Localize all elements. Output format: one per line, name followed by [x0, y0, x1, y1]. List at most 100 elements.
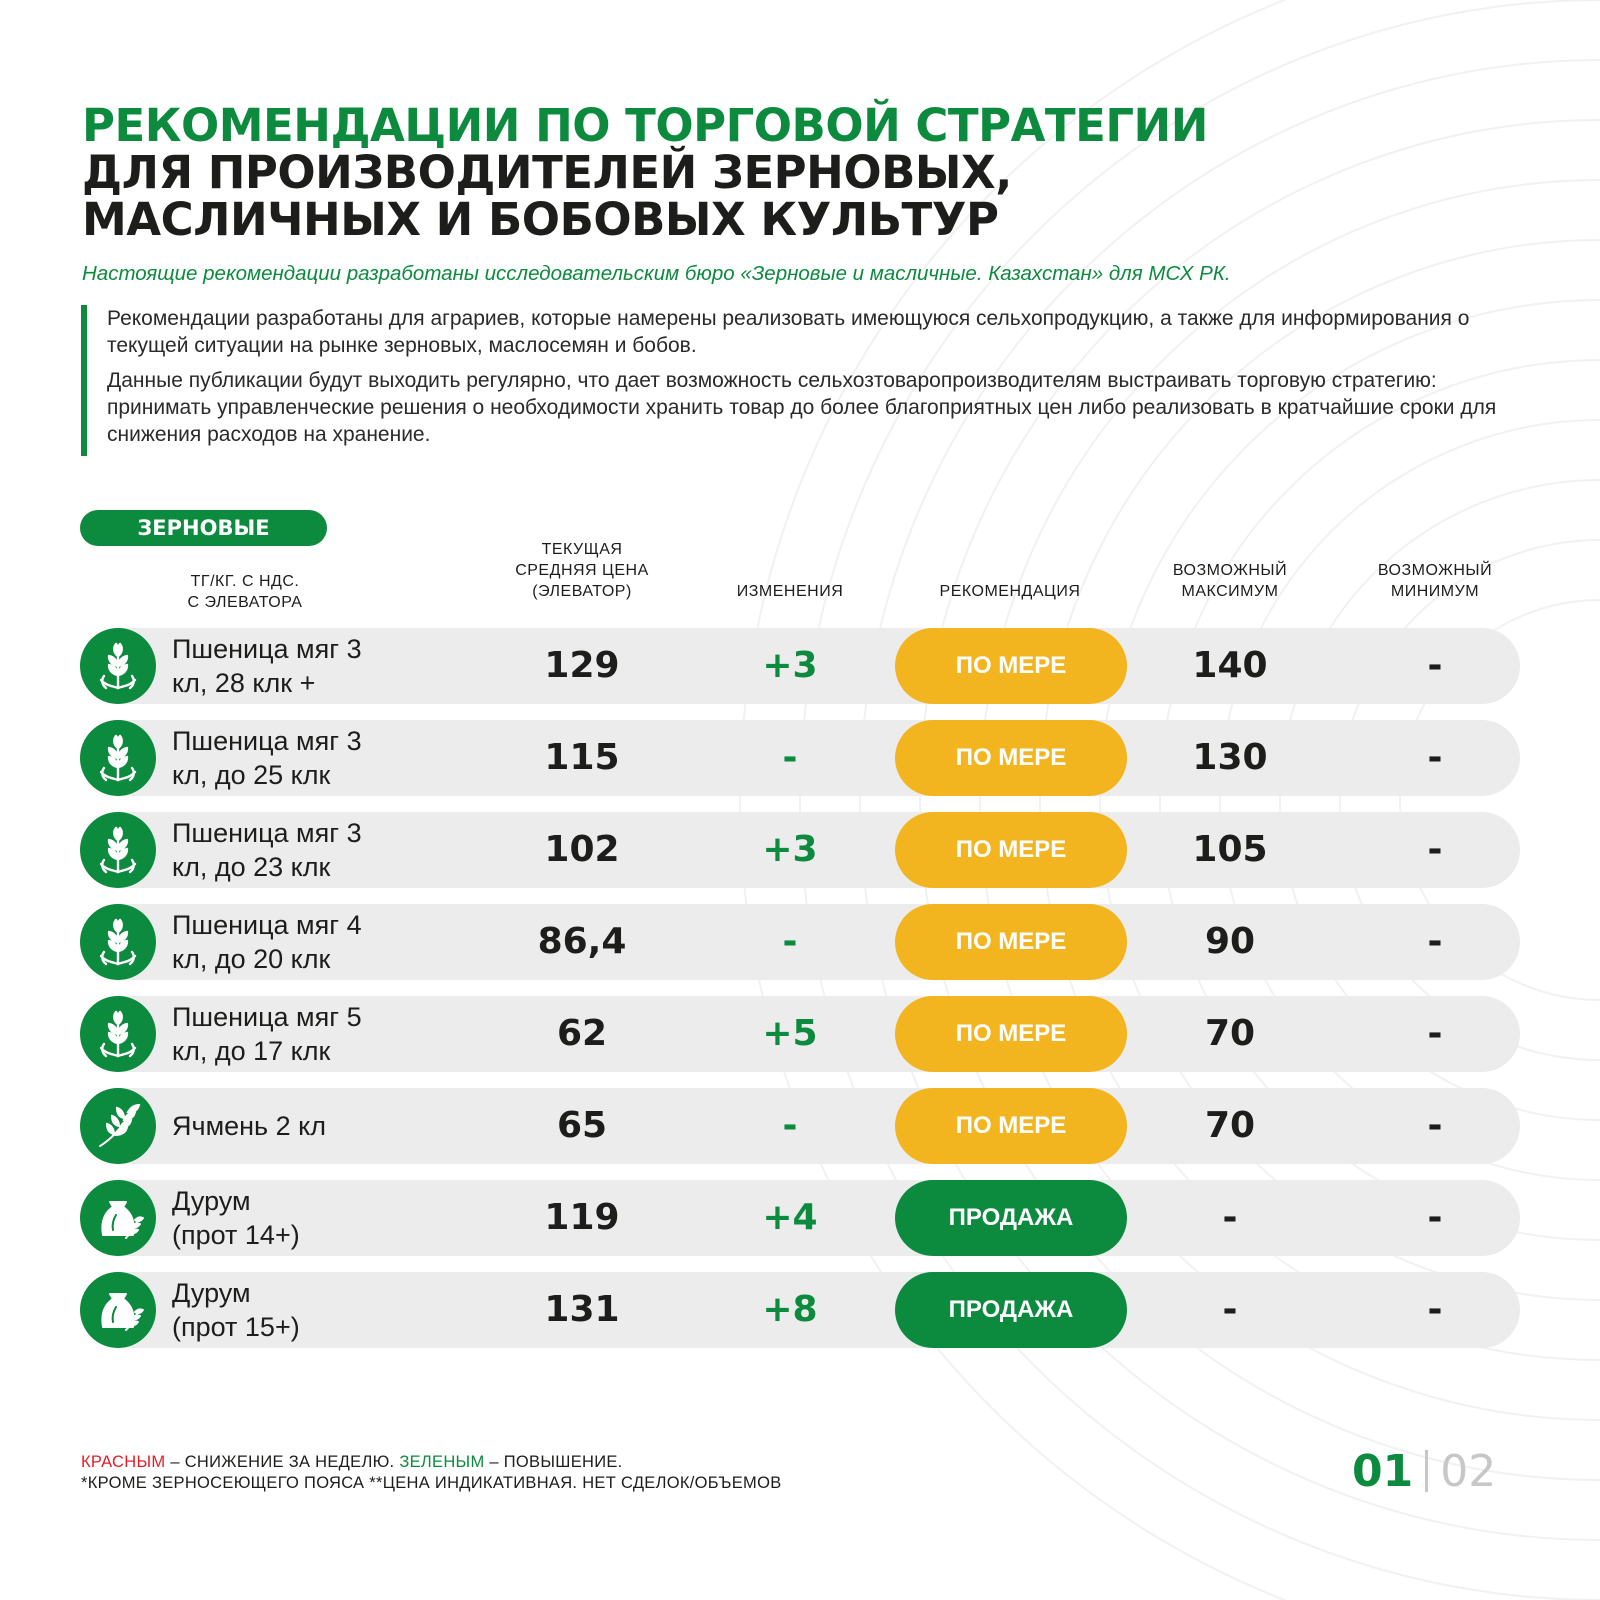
price-change: - — [782, 921, 798, 962]
current-price: 65 — [556, 1105, 608, 1146]
possible-max: 70 — [1204, 1013, 1256, 1054]
table-row: Ячмень 2 кл 65 - ПО МЕРЕ 70 - — [80, 1088, 1520, 1164]
possible-min: - — [1427, 1105, 1443, 1146]
table-row: Пшеница мяг 4 кл, до 20 клк 86,4 - ПО МЕРЕ 9… — [80, 904, 1520, 980]
possible-min: - — [1427, 645, 1443, 686]
current-price: 115 — [544, 737, 620, 778]
recommendation-badge: ПО МЕРЕ — [895, 996, 1127, 1072]
recommendation-badge: ПО МЕРЕ — [895, 628, 1127, 704]
wheat-icon — [80, 812, 156, 888]
recommendation-badge: ПО МЕРЕ — [895, 812, 1127, 888]
crop-name: Пшеница мяг 3 кл, до 23 клк — [172, 818, 362, 882]
legend-green-text: – ПОВЫШЕНИЕ. — [484, 1453, 623, 1471]
wheat-icon — [80, 904, 156, 980]
crop-name: Дурум (прот 14+) — [172, 1186, 300, 1250]
row-background — [80, 904, 1520, 980]
possible-min: - — [1427, 1289, 1443, 1330]
row-background — [80, 996, 1520, 1072]
possible-max: 70 — [1204, 1105, 1256, 1146]
category-badge: ЗЕРНОВЫЕ — [80, 510, 327, 546]
price-change: +3 — [762, 829, 818, 870]
price-change: +5 — [762, 1013, 818, 1054]
crop-name: Дурум (прот 15+) — [172, 1278, 300, 1342]
header-unit: ТГ/КГ. С НДС. С ЭЛЕВАТОРА — [187, 573, 303, 611]
current-price: 131 — [544, 1289, 620, 1330]
table-row: Дурум (прот 14+) 119 +4 ПРОДАЖА - - — [80, 1180, 1520, 1256]
current-price: 119 — [544, 1197, 620, 1238]
price-change: - — [782, 1105, 798, 1146]
row-background — [80, 628, 1520, 704]
possible-max: 90 — [1204, 921, 1256, 962]
row-background — [80, 720, 1520, 796]
barley-icon — [80, 1088, 156, 1164]
price-change: +4 — [762, 1197, 818, 1238]
current-price: 102 — [544, 829, 620, 870]
title-line-3: МАСЛИЧНЫХ И БОБОВЫХ КУЛЬТУР — [82, 193, 999, 246]
legend: КРАСНЫМ – СНИЖЕНИЕ ЗА НЕДЕЛЮ. ЗЕЛЕНЫМ – … — [81, 1452, 782, 1494]
table-row: Пшеница мяг 3 кл, 28 клк + 129 +3 ПО МЕРЕ 14… — [80, 628, 1520, 704]
page-indicator: 01 02 — [1352, 1445, 1497, 1497]
header-change: ИЗМЕНЕНИЯ — [736, 583, 844, 600]
table-row: Пшеница мяг 3 кл, до 25 клк 115 - ПО МЕРЕ 13… — [80, 720, 1520, 796]
recommendation-badge: ПРОДАЖА — [895, 1180, 1127, 1256]
possible-min: - — [1427, 921, 1443, 962]
page-separator — [1425, 1450, 1429, 1492]
legend-colors: КРАСНЫМ – СНИЖЕНИЕ ЗА НЕДЕЛЮ. ЗЕЛЕНЫМ – … — [81, 1452, 782, 1473]
legend-green-word: ЗЕЛЕНЫМ — [399, 1453, 485, 1471]
crop-name: Пшеница мяг 3 кл, 28 клк + — [172, 634, 362, 698]
row-background — [80, 1180, 1520, 1256]
wheat-icon — [80, 996, 156, 1072]
possible-max: - — [1222, 1197, 1238, 1238]
grain-sack-icon — [80, 1180, 156, 1256]
price-change: - — [782, 737, 798, 778]
table-row: Пшеница мяг 3 кл, до 23 клк 102 +3 ПО МЕРЕ 1… — [80, 812, 1520, 888]
legend-red-text: – СНИЖЕНИЕ ЗА НЕДЕЛЮ. — [165, 1453, 400, 1471]
crop-name: Ячмень 2 кл — [172, 1111, 327, 1141]
row-background — [80, 1088, 1520, 1164]
subtitle: Настоящие рекомендации разработаны иссле… — [82, 262, 1231, 285]
possible-min: - — [1427, 737, 1443, 778]
possible-min: - — [1427, 1013, 1443, 1054]
current-page: 01 — [1352, 1445, 1414, 1497]
header-current-price: ТЕКУЩАЯ СРЕДНЯЯ ЦЕНА (ЭЛЕВАТОР) — [515, 541, 649, 600]
wheat-icon — [80, 720, 156, 796]
intro-paragraph-2: Данные публикации будут выходить регуляр… — [107, 369, 1497, 446]
price-change: +3 — [762, 645, 818, 686]
legend-red-word: КРАСНЫМ — [81, 1453, 166, 1471]
recommendation-badge: ПО МЕРЕ — [895, 720, 1127, 796]
crop-name: Пшеница мяг 4 кл, до 20 клк — [172, 910, 362, 974]
current-price: 62 — [556, 1013, 608, 1054]
recommendation-badge: ПРОДАЖА — [895, 1272, 1127, 1348]
possible-min: - — [1427, 829, 1443, 870]
possible-max: 140 — [1192, 645, 1268, 686]
intro-block: Рекомендации разработаны для аграриев, к… — [81, 305, 1501, 456]
header-possible-max: ВОЗМОЖНЫЙ МАКСИМУМ — [1172, 562, 1288, 600]
table-row: Пшеница мяг 5 кл, до 17 клк 62 +5 ПО МЕРЕ 70… — [80, 996, 1520, 1072]
page-title: РЕКОМЕНДАЦИИ ПО ТОРГОВОЙ СТРАТЕГИИ ДЛЯ П… — [82, 102, 1208, 243]
current-price: 129 — [544, 645, 620, 686]
crop-name: Пшеница мяг 3 кл, до 25 клк — [172, 726, 362, 790]
total-pages: 02 — [1440, 1445, 1497, 1497]
grain-sack-icon — [80, 1272, 156, 1348]
possible-max: - — [1222, 1289, 1238, 1330]
legend-footnote: *КРОМЕ ЗЕРНОСЕЮЩЕГО ПОЯСА **ЦЕНА ИНДИКАТ… — [81, 1474, 782, 1492]
row-background — [80, 812, 1520, 888]
intro-paragraph-1: Рекомендации разработаны для аграриев, к… — [107, 307, 1470, 357]
possible-max: 130 — [1192, 737, 1268, 778]
possible-min: - — [1427, 1197, 1443, 1238]
row-background — [80, 1272, 1520, 1348]
table-row: Дурум (прот 15+) 131 +8 ПРОДАЖА - - — [80, 1272, 1520, 1348]
crop-name: Пшеница мяг 5 кл, до 17 клк — [172, 1002, 362, 1066]
possible-max: 105 — [1192, 829, 1268, 870]
current-price: 86,4 — [537, 921, 627, 962]
header-possible-min: ВОЗМОЖНЫЙ МИНИМУМ — [1377, 562, 1493, 600]
title-line-2: ДЛЯ ПРОИЗВОДИТЕЛЕЙ ЗЕРНОВЫХ, — [82, 146, 1012, 199]
price-change: +8 — [762, 1289, 818, 1330]
title-line-1: РЕКОМЕНДАЦИИ ПО ТОРГОВОЙ СТРАТЕГИИ — [82, 99, 1208, 152]
recommendation-badge: ПО МЕРЕ — [895, 904, 1127, 980]
recommendation-badge: ПО МЕРЕ — [895, 1088, 1127, 1164]
wheat-icon — [80, 628, 156, 704]
header-recommendation: РЕКОМЕНДАЦИЯ — [939, 583, 1081, 600]
